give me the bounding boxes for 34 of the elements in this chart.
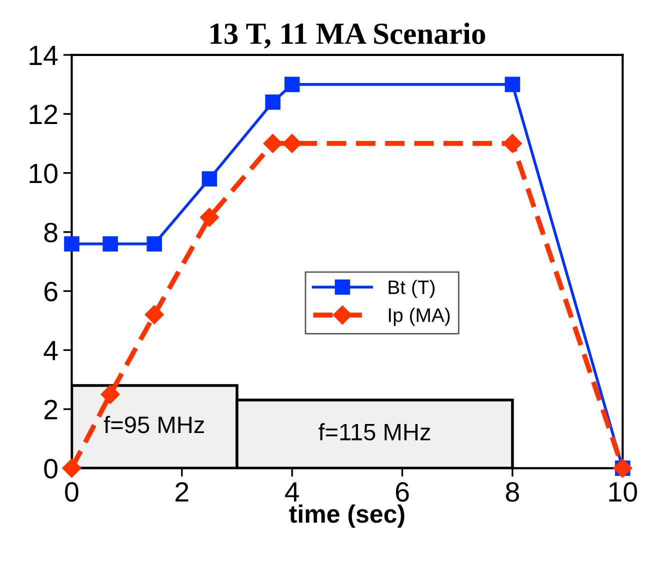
band-label: f=95 MHz	[104, 416, 204, 434]
point	[282, 134, 302, 153]
x-axis-title: time (sec)	[289, 504, 404, 528]
point	[146, 236, 162, 252]
y-tick-label: 10	[30, 164, 58, 184]
y-tick-label: 14	[30, 46, 58, 65]
y-tick-label: 4	[44, 341, 58, 360]
point	[144, 305, 164, 324]
point	[263, 134, 282, 153]
point	[265, 94, 280, 110]
x-tick-label: 0	[65, 482, 78, 502]
x-tick-label: 6	[396, 482, 409, 502]
point	[100, 384, 120, 404]
legend-label: Ip (MA)	[388, 308, 450, 326]
point	[200, 208, 219, 227]
y-tick-label: 8	[44, 222, 58, 242]
point	[202, 171, 218, 187]
band-label: f=115 MHz	[318, 423, 430, 440]
chart-title: 13 T, 11 MA Scenario	[210, 22, 486, 49]
x-tick-label: 2	[176, 482, 188, 502]
point	[284, 76, 300, 92]
x-tick-label: 10	[609, 482, 638, 502]
point	[64, 236, 80, 252]
legend-label: Bt (T)	[388, 280, 435, 298]
x-tick-label: 4	[285, 482, 300, 502]
y-tick-label: 12	[30, 104, 58, 124]
y-tick-label: 6	[44, 282, 58, 302]
y-tick-label: 0	[44, 458, 58, 479]
point	[62, 458, 82, 478]
x-tick-label: 8	[506, 482, 519, 502]
point	[102, 236, 118, 252]
point	[502, 134, 522, 153]
y-tick-label: 2	[44, 400, 58, 420]
point	[504, 76, 520, 92]
